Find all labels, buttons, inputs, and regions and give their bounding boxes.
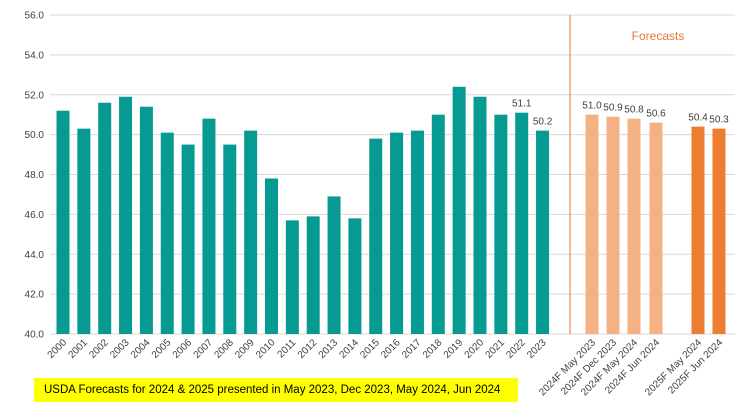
bar-2017 (410, 130, 424, 334)
data-label: 50.4 (688, 113, 708, 124)
footnote-banner: USDA Forecasts for 2024 & 2025 presented… (34, 378, 518, 402)
y-tick-label: 46.0 (25, 210, 45, 221)
bar-2014 (348, 218, 362, 334)
bar-2006 (181, 144, 195, 334)
x-tick-label: 2009 (233, 337, 257, 361)
x-tick-label: 2005 (150, 337, 174, 361)
y-tick-label: 52.0 (25, 90, 45, 101)
bar-2021 (494, 114, 508, 334)
bar-2008 (223, 144, 237, 334)
x-tick-label: 2017 (400, 337, 424, 361)
bar-2016 (390, 132, 404, 334)
bar-2024f-jun-2024 (649, 122, 663, 334)
x-tick-label: 2004 (129, 337, 153, 361)
bar-2004 (139, 106, 153, 335)
data-label: 50.2 (533, 117, 553, 128)
bar-2013 (327, 196, 341, 334)
x-tick-label: 2002 (87, 337, 111, 361)
y-tick-label: 54.0 (25, 50, 45, 61)
bar-2010 (265, 178, 278, 334)
x-tick-label: 2006 (171, 337, 195, 361)
x-tick-label: 2023 (525, 337, 549, 361)
x-tick-label: 2021 (483, 337, 507, 361)
x-tick-label: 2022 (504, 337, 528, 361)
x-tick-label: 2011 (275, 337, 298, 360)
bar-2001 (77, 128, 91, 334)
data-labels: 51.150.2 51.0 50.9 50.8 50.6 50.4 50.3 (512, 99, 729, 128)
bar-2024f-may-2024 (627, 118, 641, 334)
x-tick-label: 2007 (192, 337, 216, 361)
y-tick-label: 50.0 (25, 130, 45, 141)
bar-2005 (160, 132, 174, 334)
y-tick-label: 44.0 (25, 250, 45, 261)
x-tick-label: 2019 (442, 337, 466, 361)
x-tick-label: 2003 (108, 337, 132, 361)
bar-2022 (515, 112, 529, 334)
bars (56, 86, 726, 335)
x-tick-label: 2012 (296, 337, 320, 361)
bar-2019 (452, 86, 466, 335)
y-tick-label: 56.0 (25, 11, 45, 22)
bar-2007 (202, 118, 216, 334)
bar-2000 (56, 110, 70, 334)
x-tick-label: 2013 (317, 337, 341, 361)
bar-2015 (369, 138, 383, 334)
y-tick-label: 40.0 (25, 330, 45, 341)
bar-2018 (431, 114, 445, 334)
bar-2002 (98, 102, 112, 334)
bar-2020 (473, 96, 487, 335)
x-tick-label: 2018 (421, 337, 445, 361)
bar-2024f-may-2023 (585, 114, 599, 334)
x-tick-label: 2014 (338, 337, 362, 361)
x-tick-label: 2015 (358, 337, 382, 361)
x-tick-label: 2016 (379, 337, 403, 361)
bar-2023 (536, 130, 550, 334)
x-tick-label: 2008 (212, 337, 236, 361)
bar-2024f-dec-2023 (606, 116, 620, 335)
bar-2025f-jun-2024 (712, 128, 726, 334)
data-label: 50.3 (709, 115, 729, 126)
x-tick-label: 2010 (254, 337, 278, 361)
bar-2003 (119, 96, 133, 335)
bar-2025f-may-2024 (691, 126, 705, 335)
forecast-annotation: Forecasts (632, 29, 685, 43)
bar-2011 (285, 220, 299, 334)
bar-2009 (244, 130, 258, 334)
x-tick-label: 2001 (66, 337, 90, 361)
y-tick-label: 48.0 (25, 170, 45, 181)
bar-2012 (306, 216, 320, 334)
data-label: 51.1 (512, 99, 532, 110)
data-label: 51.0 (582, 101, 602, 112)
y-axis-ticks: 40.0 42.0 44.0 46.0 48.0 50.0 52.0 54.0 56.0 (25, 11, 45, 341)
x-tick-label: 2020 (463, 337, 487, 361)
y-tick-label: 42.0 (25, 290, 45, 301)
data-label: 50.9 (603, 103, 623, 114)
data-label: 50.8 (624, 105, 644, 116)
data-label: 50.6 (646, 109, 666, 120)
x-tick-label: 2000 (46, 337, 70, 361)
